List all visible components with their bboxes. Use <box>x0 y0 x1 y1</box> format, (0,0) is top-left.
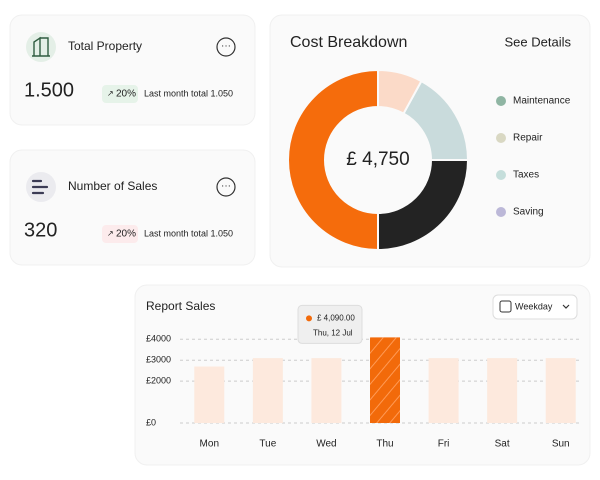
tooltip <box>297 304 363 344</box>
card-note: Last month total 1.050 <box>144 228 233 238</box>
donut-segment <box>377 68 423 115</box>
bar <box>194 366 225 423</box>
card-value: 1.500 <box>24 79 74 101</box>
bar <box>311 358 342 423</box>
property-icon <box>26 32 56 62</box>
y-tick-label: £2000 <box>146 376 171 386</box>
see-details-link[interactable]: See Details <box>505 34 572 49</box>
change-badge <box>102 85 138 103</box>
x-tick-label: Wed <box>316 439 336 450</box>
menu-button[interactable] <box>216 177 236 197</box>
sales-card <box>9 149 256 266</box>
chevron <box>562 304 570 309</box>
bar-chart: £0 £2000 £3000 £4000 Mon Tue Wed £ 4,090.00 Thu,… <box>146 304 580 450</box>
y-tick-label: £0 <box>146 417 156 427</box>
calendar-icon <box>499 300 512 313</box>
legend-dot <box>496 96 506 106</box>
bar <box>252 358 283 423</box>
y-tick-label: £3000 <box>146 355 171 365</box>
bar <box>545 358 576 423</box>
bar-hatch <box>370 337 400 423</box>
change-value: 20% <box>116 229 136 240</box>
legend-label: Taxes <box>513 170 539 181</box>
report-card <box>134 284 591 466</box>
card-title: Number of Sales <box>68 179 157 193</box>
chart-title: Cost Breakdown <box>290 34 407 51</box>
x-tick-label: Sun <box>552 439 570 450</box>
bar <box>428 358 459 423</box>
legend-dot <box>496 207 506 217</box>
bar <box>487 358 518 423</box>
x-tick-label: Tue <box>259 439 276 450</box>
x-tick-label: Fri <box>438 439 450 450</box>
legend-dot <box>496 133 506 143</box>
x-tick-label: Thu <box>376 439 393 450</box>
filter-dropdown[interactable] <box>492 294 578 320</box>
filter-label: Weekday <box>515 301 553 311</box>
menu-dots: ··· <box>221 181 231 192</box>
card-note: Last month total 1.050 <box>144 88 233 98</box>
legend-dot <box>496 170 506 180</box>
change-value: 20% <box>116 89 136 100</box>
donut <box>287 68 470 252</box>
legend-label: Maintenance <box>513 96 571 107</box>
x-tick-label: Mon <box>200 439 219 450</box>
card-value: 320 <box>24 219 57 241</box>
legend-label: Saving <box>513 207 544 218</box>
center-label: £ 4,750 <box>346 149 409 170</box>
legend: Maintenance Repair Taxes Saving <box>496 96 571 218</box>
menu-button[interactable] <box>216 37 236 57</box>
trend-arrow: ↗ <box>107 89 114 98</box>
change-badge <box>102 225 138 243</box>
tooltip-dot <box>306 315 312 322</box>
y-tick-label: £4000 <box>146 334 171 344</box>
bars-glyph <box>31 179 49 195</box>
tooltip-value: £ 4,090.00 <box>317 314 355 323</box>
card-title: Total Property <box>68 39 142 53</box>
tooltip-date: Thu, 12 Jul <box>313 329 353 338</box>
property-card <box>9 14 256 126</box>
donut-segment <box>287 68 379 252</box>
trend-arrow: ↗ <box>107 229 114 238</box>
x-tick-label: Sat <box>495 439 510 450</box>
menu-dots: ··· <box>221 41 231 52</box>
legend-label: Repair <box>513 133 543 144</box>
building-glyph <box>32 36 50 57</box>
chart-title: Report Sales <box>146 299 215 313</box>
